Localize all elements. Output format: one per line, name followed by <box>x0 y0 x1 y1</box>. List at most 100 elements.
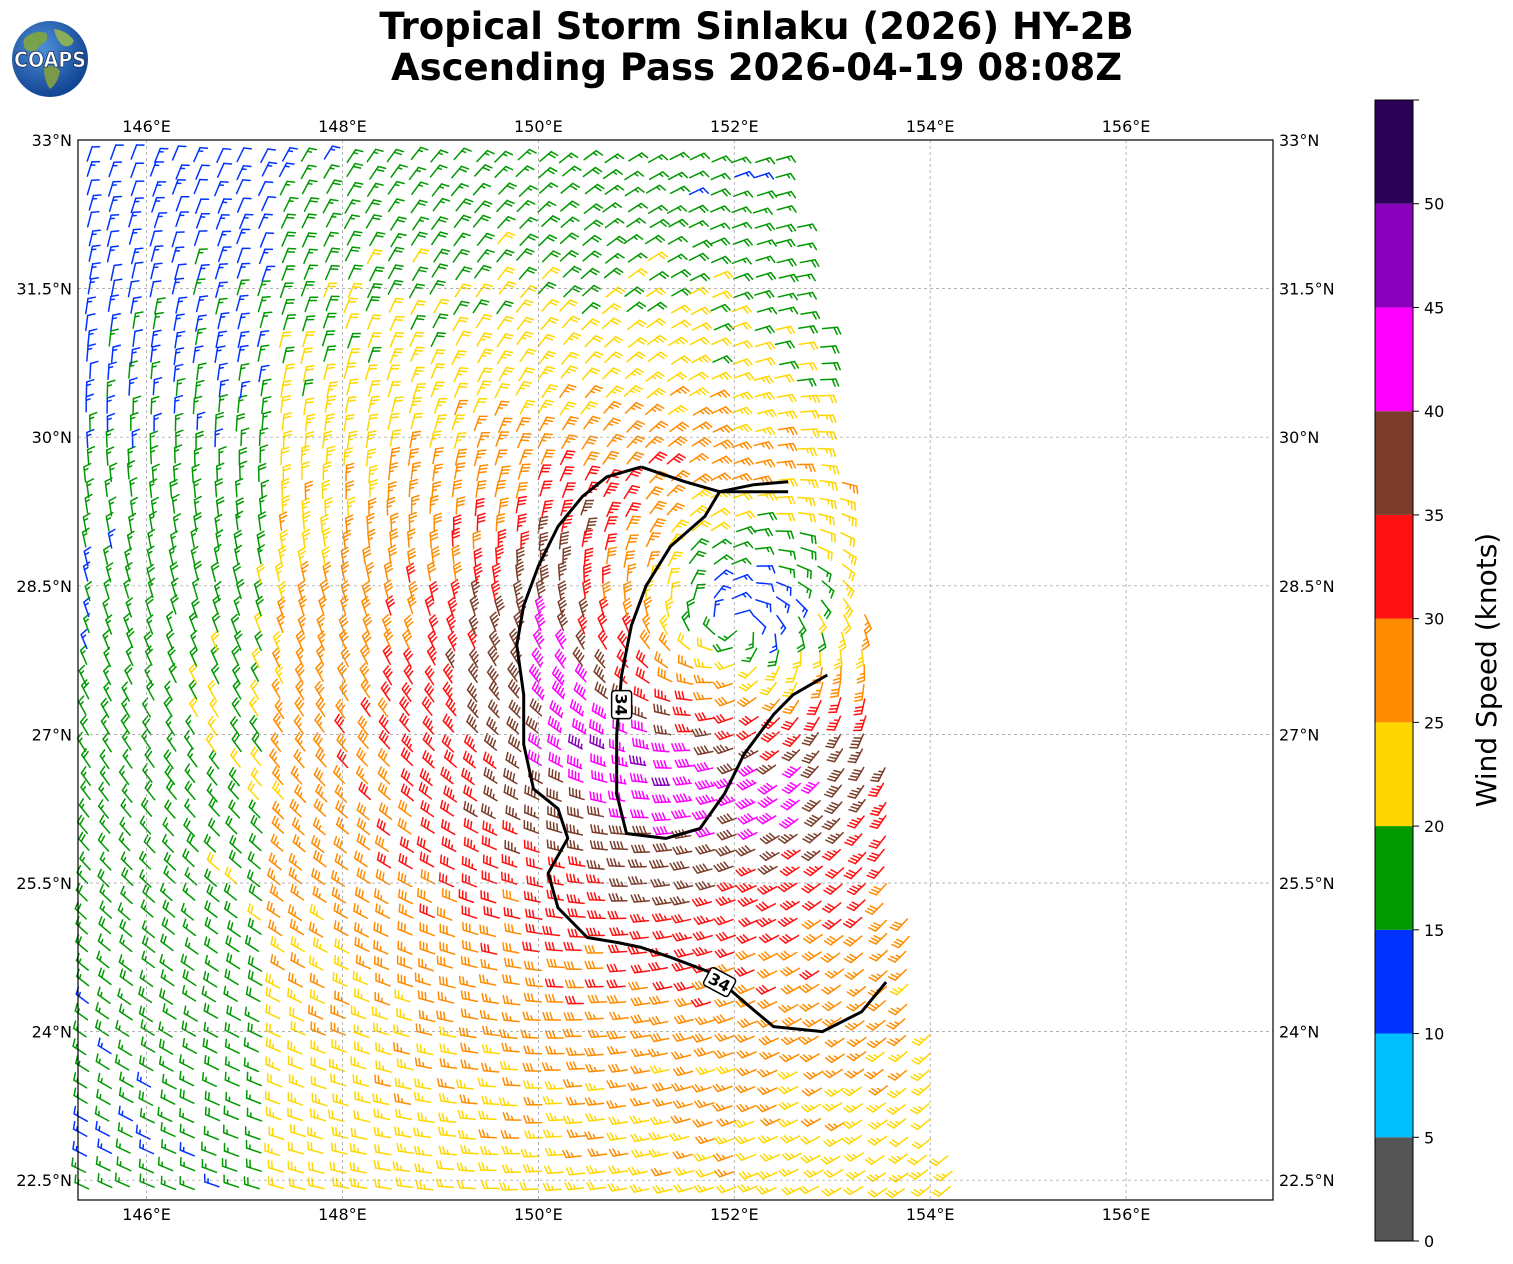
wind-barb <box>417 1112 435 1124</box>
wind-barb <box>414 1145 433 1157</box>
wind-barb <box>331 1126 349 1139</box>
colorbar-tick-label: 40 <box>1424 402 1444 421</box>
wind-barb <box>823 1168 844 1178</box>
wind-barb <box>118 1087 134 1104</box>
wind-barb <box>349 1161 367 1174</box>
wind-barb <box>287 1160 304 1174</box>
wind-barb <box>350 1127 368 1140</box>
wind-barb <box>823 1137 844 1147</box>
wind-barb <box>349 1142 367 1155</box>
wind-barb <box>692 1153 714 1162</box>
wind-barb <box>332 1093 349 1107</box>
wind-barb <box>267 1176 285 1190</box>
wind-barb <box>627 1166 649 1176</box>
wind-barb <box>843 1185 864 1196</box>
wind-barb <box>585 1113 605 1122</box>
wind-barb <box>309 1108 327 1122</box>
wind-barb <box>714 1169 735 1178</box>
wind-barb <box>933 1170 953 1182</box>
wind-barb <box>118 1105 134 1122</box>
wind-barb <box>867 1135 888 1146</box>
wind-barb <box>760 1117 781 1127</box>
wind-barb <box>481 1095 500 1106</box>
wind-barb <box>392 1161 411 1173</box>
wind-barb <box>629 1115 650 1125</box>
wind-barb <box>631 1149 652 1158</box>
colorbar-bin <box>1375 1033 1413 1138</box>
wind-barb <box>264 1142 281 1157</box>
wind-barb <box>223 1142 240 1157</box>
wind-barb <box>135 1124 151 1140</box>
wind-barb <box>607 1183 628 1192</box>
wind-barb <box>648 1131 669 1141</box>
wind-barb <box>842 1135 863 1145</box>
wind-barb <box>138 1090 154 1106</box>
colorbar-bin <box>1375 1137 1413 1241</box>
wind-barb <box>757 1135 779 1144</box>
wind-barb <box>542 1182 563 1192</box>
wind-barb <box>201 1141 217 1156</box>
wind-barb <box>692 1119 713 1128</box>
wind-barb <box>204 1106 221 1122</box>
wind-barb <box>288 1177 306 1191</box>
wind-barb <box>712 1103 733 1112</box>
wind-barb <box>867 1187 888 1198</box>
wind-barb <box>71 1157 87 1173</box>
wind-barb <box>95 1155 111 1172</box>
wind-barb <box>650 1167 671 1177</box>
wind-barb <box>585 1165 606 1175</box>
wind-barb <box>544 1147 565 1157</box>
wind-barb <box>524 1130 544 1139</box>
wind-barb <box>203 1173 220 1188</box>
colorbar-tick-label: 0 <box>1424 1232 1434 1251</box>
wind-barb <box>460 1144 479 1155</box>
wind-barb <box>798 1185 820 1195</box>
wind-barb <box>160 1175 177 1191</box>
wind-barb <box>289 1123 307 1138</box>
wind-barb <box>204 1090 220 1106</box>
wind-barb <box>587 1148 608 1157</box>
wind-barb <box>480 1146 499 1156</box>
wind-barb <box>910 1119 930 1131</box>
wind-barb <box>820 1155 841 1165</box>
wind-barb <box>178 1107 195 1123</box>
colorbar-tick-label: 50 <box>1424 195 1444 214</box>
wind-barb <box>565 1096 586 1106</box>
wind-barb <box>867 1119 888 1130</box>
colorbar-bins <box>1375 100 1413 1241</box>
wind-barb <box>565 1166 586 1176</box>
wind-barb <box>72 1140 88 1157</box>
wind-barb <box>414 1163 433 1174</box>
wind-barb <box>481 1180 501 1190</box>
wind-barb <box>544 1165 564 1175</box>
wind-barbs-layer <box>71 144 953 1199</box>
colorbar-tick-label: 15 <box>1424 921 1444 940</box>
wind-barb <box>669 1132 690 1142</box>
wind-barb <box>608 1116 629 1125</box>
wind-barb <box>562 1149 582 1159</box>
wind-barb <box>563 1115 583 1125</box>
wind-barb <box>757 1171 778 1180</box>
colorbar-bin <box>1375 722 1413 827</box>
wind-barb <box>523 1097 543 1106</box>
wind-barb <box>311 1093 328 1107</box>
wind-barb <box>911 1138 932 1150</box>
wind-barb <box>373 1108 391 1121</box>
wind-barb <box>287 1107 304 1122</box>
colorbar-tick-label: 45 <box>1424 298 1444 317</box>
wind-barb <box>606 1100 626 1109</box>
wind-barb <box>821 1187 842 1197</box>
wind-barb <box>393 1093 412 1105</box>
colorbar-bin <box>1375 929 1413 1034</box>
wind-barb <box>306 1126 324 1140</box>
wind-barb <box>519 1181 539 1191</box>
wind-barb <box>694 1099 715 1109</box>
wind-barb <box>160 1089 176 1105</box>
wind-barb <box>800 1118 822 1127</box>
wind-barb <box>139 1107 155 1124</box>
wind-barb <box>712 1153 734 1162</box>
wind-barb <box>160 1121 176 1138</box>
title-line-2: Ascending Pass 2026-04-19 08:08Z <box>390 46 1123 89</box>
wind-barb <box>693 1184 715 1193</box>
